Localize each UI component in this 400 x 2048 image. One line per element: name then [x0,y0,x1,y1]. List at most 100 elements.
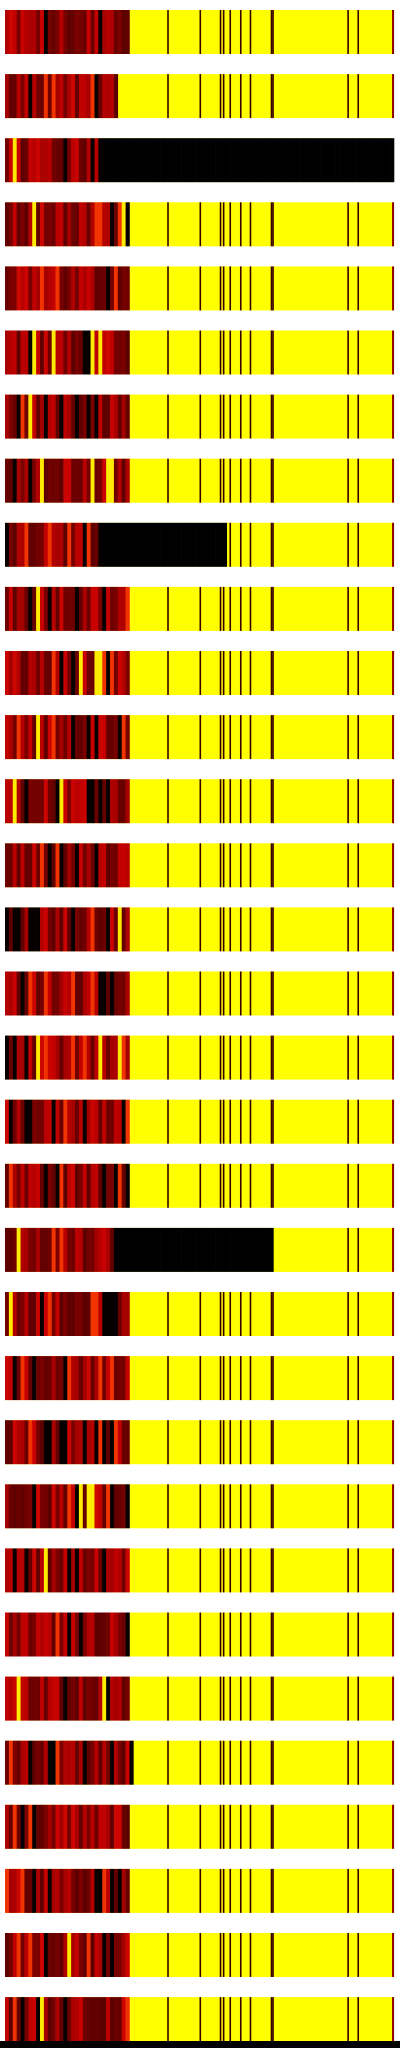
heatmap-cell [125,1997,130,2042]
heatmap-cell [36,1227,41,1272]
heatmap-column-mark [249,1099,252,1144]
heatmap-cell [43,1227,49,1272]
heatmap-cell [113,1420,119,1465]
heatmap-column-mark [357,843,360,888]
heatmap-column-mark [249,1933,252,1977]
heatmap-row [5,1356,395,1401]
heatmap-cell [117,1035,122,1080]
heatmap-column-mark [167,1740,169,1785]
heatmap-column-mark [249,202,252,247]
heatmap-column-mark [357,971,360,1016]
heatmap-column-mark [219,1804,222,1849]
heatmap-column-mark [229,266,232,311]
heatmap-cell [180,1227,185,1272]
heatmap-cell [67,330,72,375]
heatmap-column-mark [167,394,169,439]
heatmap-column-mark [249,907,252,952]
heatmap-cell [32,266,37,311]
heatmap-cell [55,715,60,760]
heatmap-cell [90,1997,95,2042]
heatmap-cell [125,1484,130,1529]
heatmap-cell [374,138,379,183]
heatmap-column-mark [347,1676,349,1721]
heatmap-column-mark [392,843,395,888]
heatmap-column-mark [222,10,225,54]
heatmap-cell [43,1612,49,1657]
heatmap-cell [152,1227,158,1272]
heatmap-cell [113,907,119,952]
heatmap-cell [94,1868,99,1913]
heatmap-cell [102,1676,107,1721]
heatmap-cell [292,138,298,183]
heatmap-cell [125,1868,130,1913]
heatmap-cell [47,10,52,54]
heatmap-cell [86,1420,91,1465]
heatmap-cell [67,74,72,119]
heatmap-cell [110,586,115,631]
heatmap-cell [117,779,122,824]
heatmap-cell [113,1997,119,2042]
heatmap-cell [82,1740,87,1785]
heatmap-cell [75,458,80,503]
heatmap-cell [24,1933,29,1977]
heatmap-cell [106,1035,111,1080]
heatmap-cell [94,138,99,183]
heatmap-cell [40,1868,45,1913]
heatmap-cell [43,843,49,888]
heatmap-cell [257,138,263,183]
heatmap-cell [117,651,122,695]
heatmap-cell [43,586,49,631]
heatmap-column-mark [270,907,273,952]
heatmap-cell [16,1612,21,1657]
heatmap-cell [28,779,33,824]
heatmap-column-mark [239,1356,242,1401]
heatmap-cell [180,138,185,183]
heatmap-column-mark [239,330,242,375]
heatmap-cell [36,1612,41,1657]
heatmap-column-mark [249,74,252,119]
heatmap-cell [12,1356,17,1401]
heatmap-cell [125,1292,130,1336]
heatmap-cell [47,1997,52,2042]
heatmap-cell [125,394,130,439]
heatmap-cell [59,1099,64,1144]
heatmap-column-mark [167,907,169,952]
heatmap-cell [94,1292,99,1336]
heatmap-cell [63,266,68,311]
heatmap-cell [43,266,49,311]
heatmap-row [5,843,395,888]
heatmap-cell [63,586,68,631]
heatmap-cell [98,522,103,567]
heatmap-cell [312,138,317,183]
heatmap-column-mark [219,1933,222,1977]
heatmap-cell [43,1356,49,1401]
heatmap-cell [98,330,103,375]
heatmap-cell [24,74,29,119]
heatmap-cell [12,10,17,54]
heatmap-cell [32,843,37,888]
heatmap-column-mark [229,1099,232,1144]
heatmap-cell [71,1484,76,1529]
heatmap-column-mark [249,843,252,888]
heatmap-cell [106,1163,111,1208]
heatmap-cell [8,1484,14,1529]
heatmap-cell [8,1163,14,1208]
heatmap-cell [78,266,84,311]
heatmap-cell [160,138,165,183]
heatmap-cell [98,394,103,439]
heatmap-cell [16,1548,21,1593]
heatmap-cell [121,10,126,54]
heatmap-cell [94,74,99,119]
heatmap-cell [156,138,161,183]
heatmap-column-mark [392,1933,395,1977]
heatmap-cell [94,651,99,695]
heatmap-cell [59,1868,64,1913]
heatmap-cell [51,1484,56,1529]
heatmap-column-mark [272,1997,274,2042]
heatmap-column-mark [167,1612,169,1657]
heatmap-row [5,1163,395,1208]
heatmap-cell [47,1163,52,1208]
heatmap-cell [47,202,52,247]
heatmap-cell [40,1227,45,1272]
heatmap-cell [12,1484,17,1529]
